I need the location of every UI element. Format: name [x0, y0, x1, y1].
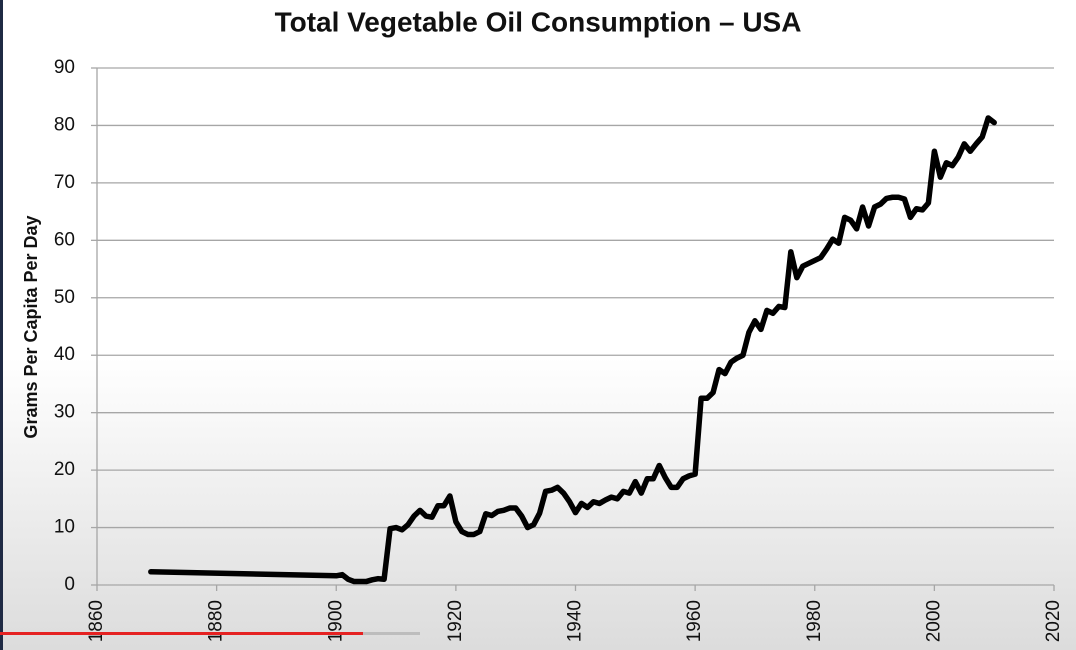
y-tick-label: 80	[54, 114, 75, 135]
x-tick-label: 1980	[804, 600, 825, 642]
y-tick-label: 60	[54, 229, 75, 250]
y-tick-label: 10	[54, 517, 75, 538]
x-tick-label: 2000	[923, 600, 944, 642]
y-tick-label: 30	[54, 402, 75, 423]
y-tick-label: 0	[64, 574, 75, 595]
y-tick-label: 70	[54, 172, 75, 193]
y-tick-label: 20	[54, 459, 75, 480]
x-tick-label: 1900	[325, 600, 346, 642]
chart-title: Total Vegetable Oil Consumption – USA	[275, 6, 802, 37]
x-tick-label: 1920	[445, 600, 466, 642]
y-axis-label: Grams Per Capita Per Day	[21, 215, 41, 438]
x-tick-label: 1940	[565, 600, 586, 642]
x-tick-label: 1860	[86, 600, 107, 642]
x-tick-label: 2020	[1043, 600, 1064, 642]
x-tick-label: 1880	[206, 600, 227, 642]
frame-edge	[0, 0, 3, 650]
y-tick-label: 40	[54, 344, 75, 365]
progress-bar	[0, 632, 363, 635]
y-tick-label: 50	[54, 287, 75, 308]
plot-area: 0 10 20 30 40 50 60 70 80 90 1860 1880 1900 1920 1940 1…	[54, 57, 1064, 642]
y-tick-label: 90	[54, 57, 75, 78]
data-line	[148, 115, 997, 585]
x-tick-label: 1960	[684, 600, 705, 642]
